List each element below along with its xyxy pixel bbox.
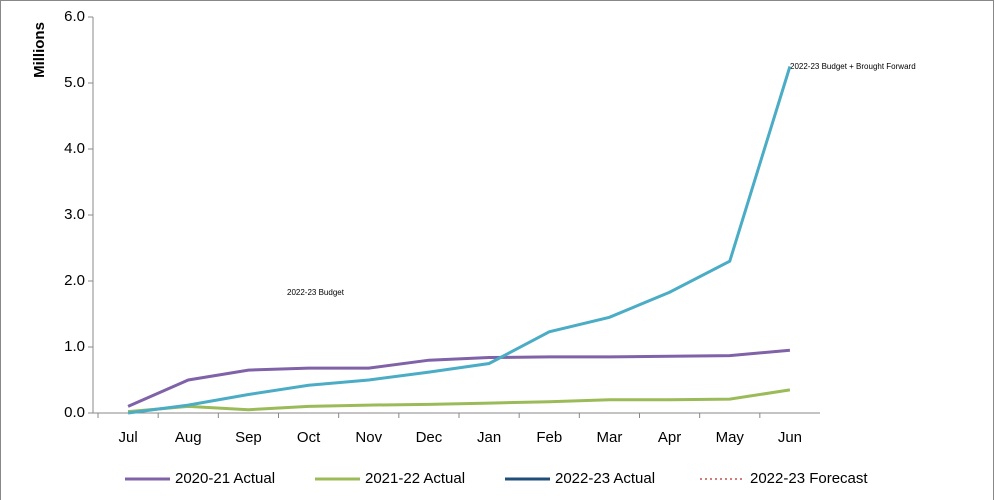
- x-tick-label: Apr: [658, 429, 681, 446]
- y-tick-label: 2.0: [64, 272, 85, 289]
- y-tick-label: 6.0: [64, 8, 85, 25]
- series-line: [127, 348, 791, 408]
- y-tick-label: 1.0: [64, 338, 85, 355]
- x-tick-label: Mar: [596, 429, 622, 446]
- y-tick-label: 5.0: [64, 74, 85, 91]
- y-tick-label: 4.0: [64, 140, 85, 157]
- x-tick-label: Jul: [118, 429, 137, 446]
- y-tick-label: 3.0: [64, 206, 85, 223]
- legend-label: 2020-21 Actual: [175, 470, 275, 487]
- annotation: 2022-23 Budget: [287, 288, 345, 297]
- legend-label: 2021-22 Actual: [365, 470, 465, 487]
- annotation: 2022-23 Budget + Brought Forward: [790, 62, 916, 71]
- x-tick-label: Nov: [355, 429, 382, 446]
- x-tick-label: Sep: [235, 429, 262, 446]
- x-tick-label: Feb: [536, 429, 562, 446]
- series-line: [127, 388, 791, 414]
- y-tick-label: 0.0: [64, 404, 85, 421]
- x-tick-label: Aug: [175, 429, 202, 446]
- legend-label: 2022-23 Actual: [555, 470, 655, 487]
- legend-label: 2022-23 Forecast: [750, 470, 868, 487]
- x-tick-label: Dec: [416, 429, 443, 446]
- x-tick-label: Jun: [778, 429, 802, 446]
- y-axis-label: Millions: [31, 22, 48, 78]
- series-line: [127, 66, 792, 415]
- x-tick-label: Jan: [477, 429, 501, 446]
- x-tick-label: May: [716, 429, 745, 446]
- x-tick-label: Oct: [297, 429, 321, 446]
